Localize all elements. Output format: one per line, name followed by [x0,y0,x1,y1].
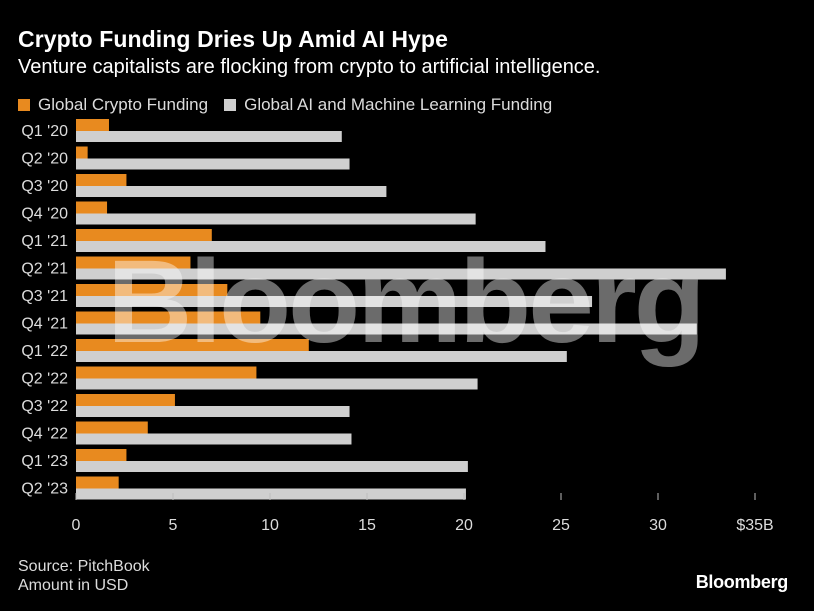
category-label: Q3 '20 [21,178,68,195]
bar-crypto-funding [76,174,127,186]
x-tick-label: 10 [261,517,279,534]
bloomberg-watermark: Bloomberg [107,236,703,368]
chart-subtitle: Venture capitalists are flocking from cr… [18,56,601,78]
category-label: Q4 '21 [21,316,68,333]
bar-crypto-funding [76,284,228,296]
bar-ai-funding [76,158,350,170]
bar-ai-funding [76,241,546,252]
bar-crypto-funding [76,311,261,324]
bar-ai-funding [76,406,350,417]
bar-crypto-funding [76,146,88,159]
chart-title: Crypto Funding Dries Up Amid AI Hype [18,26,448,52]
category-label: Q2 '21 [21,261,68,278]
units-note: Amount in USD [18,577,129,594]
bar-crypto-funding [76,119,109,131]
bar-crypto-funding [76,449,127,461]
bar-crypto-funding [76,229,212,241]
bar-ai-funding [76,433,352,445]
category-label: Q1 '20 [21,123,68,140]
bar-crypto-funding [76,339,309,351]
bar-crypto-funding [76,256,191,269]
bar-ai-funding [76,213,476,225]
bar-ai-funding [76,186,387,197]
bar-ai-funding [76,296,593,307]
category-label: Q2 '22 [21,371,68,388]
x-tick-label: 25 [552,517,570,534]
bar-ai-funding [76,461,468,472]
bar-ai-funding [76,351,567,362]
category-label: Q1 '21 [21,233,68,250]
brand-logo: Bloomberg [695,572,789,592]
category-label: Q1 '23 [21,453,68,470]
bar-ai-funding [76,323,697,335]
x-tick-label: 30 [649,517,667,534]
category-label: Q3 '21 [21,288,68,305]
legend-item-crypto: Global Crypto Funding [18,95,208,115]
category-label: Q4 '20 [21,206,68,223]
category-label: Q3 '22 [21,398,68,415]
x-tick-label: 0 [72,517,81,534]
x-tick-label: 20 [455,517,473,534]
category-label: Q4 '22 [21,426,68,443]
bar-ai-funding [76,131,342,142]
legend-label-crypto: Global Crypto Funding [38,95,209,114]
x-tick-label: $35B [736,517,773,534]
bar-crypto-funding [76,201,108,214]
legend-swatch-ai [224,99,237,111]
bar-crypto-funding [76,366,257,379]
bar-crypto-funding [76,394,175,406]
bar-crypto-funding [76,476,119,489]
source-note: Source: PitchBook [18,558,150,575]
chart-legend: Global Crypto Funding Global AI and Mach… [18,95,568,115]
bar-ai-funding [76,488,466,500]
category-label: Q1 '22 [21,343,68,360]
bar-ai-funding [76,268,726,280]
legend-swatch-crypto [18,99,30,111]
category-label: Q2 '20 [21,151,68,168]
bar-crypto-funding [76,421,148,434]
legend-label-ai: Global AI and Machine Learning Funding [244,95,553,114]
bar-ai-funding [76,378,478,390]
category-label: Q2 '23 [21,481,68,498]
x-tick-label: 15 [358,517,376,534]
x-tick-label: 5 [169,517,178,534]
legend-item-ai: Global AI and Machine Learning Funding [224,95,552,115]
